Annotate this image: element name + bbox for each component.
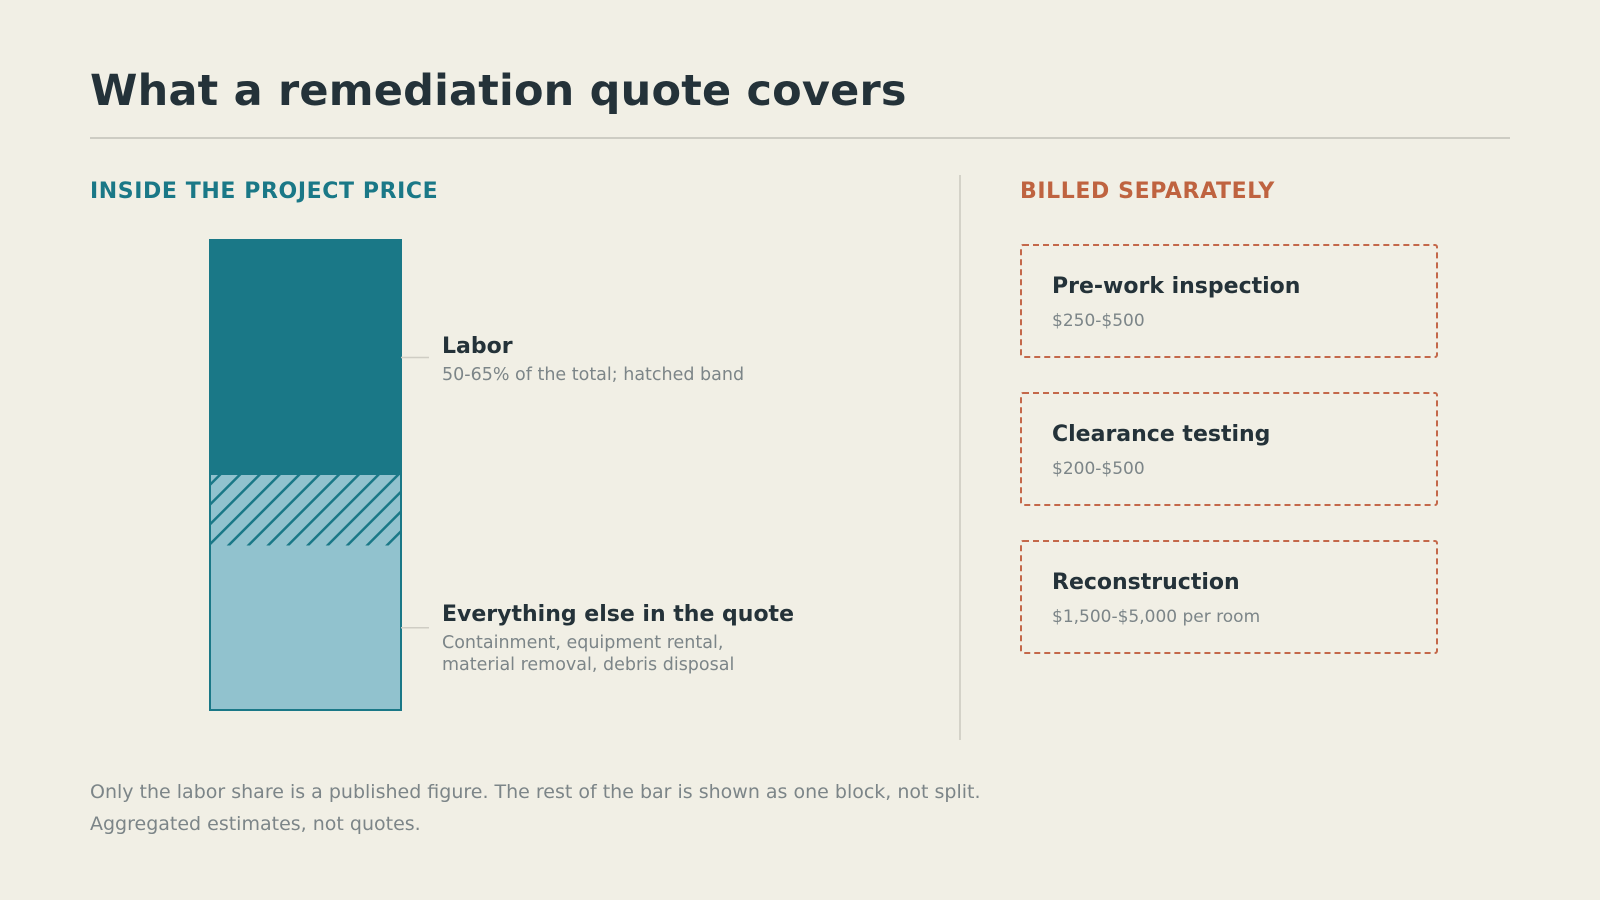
separate-cost-name: Clearance testing	[1052, 422, 1271, 447]
separate-cost-card: Pre-work inspection $250-$500	[1020, 244, 1438, 358]
bar-outline	[209, 239, 402, 711]
other-costs-description-line-1: Containment, equipment rental,	[442, 633, 724, 653]
separate-cost-name: Reconstruction	[1052, 570, 1240, 595]
labor-description: 50-65% of the total; hatched band	[442, 365, 745, 385]
other-costs-description-line-2: material removal, debris disposal	[442, 655, 735, 675]
separate-cost-card: Clearance testing $200-$500	[1020, 392, 1438, 506]
footnote-estimates: Aggregated estimates, not quotes.	[90, 813, 421, 835]
labor-segment	[210, 240, 401, 475]
separate-cost-range: $250-$500	[1052, 311, 1145, 331]
project-price-bar	[209, 239, 429, 711]
footnote-labor: Only the labor share is a published figu…	[90, 781, 981, 803]
labor-label: Labor	[442, 334, 513, 359]
separate-cost-range: $200-$500	[1052, 459, 1145, 479]
separate-cost-range: $1,500-$5,000 per room	[1052, 607, 1261, 627]
title-divider	[90, 137, 1510, 139]
page-title: What a remediation quote covers	[90, 66, 907, 116]
other-costs-label: Everything else in the quote	[442, 602, 794, 627]
column-divider	[959, 175, 961, 740]
other-costs-segment	[210, 545, 401, 710]
inside-price-heading: INSIDE THE PROJECT PRICE	[90, 179, 439, 204]
labor-range-hatched-band	[210, 475, 401, 546]
separate-cost-card: Reconstruction $1,500-$5,000 per room	[1020, 540, 1438, 654]
separate-cost-name: Pre-work inspection	[1052, 274, 1301, 299]
billed-separately-heading: BILLED SEPARATELY	[1020, 179, 1275, 204]
